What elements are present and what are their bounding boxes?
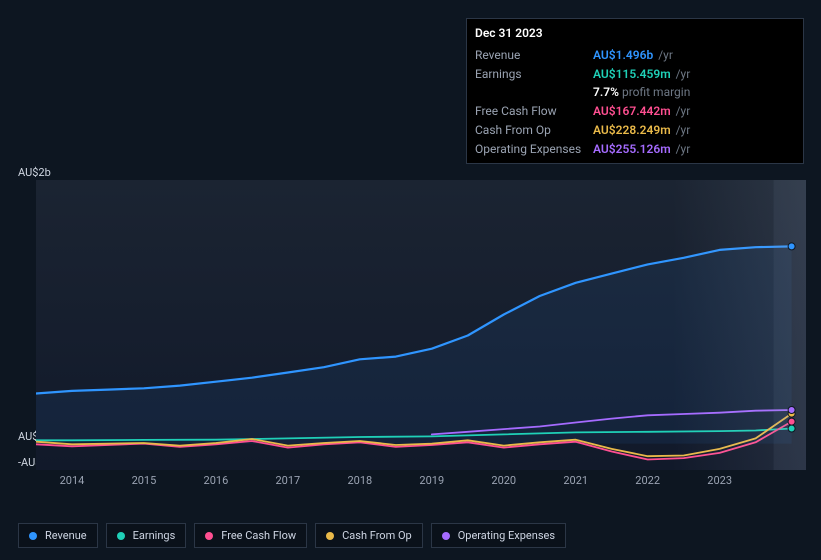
tooltip-row-label: Cash From Op bbox=[475, 121, 593, 140]
legend-label: Free Cash Flow bbox=[221, 529, 296, 542]
legend-item[interactable]: Operating Expenses bbox=[431, 523, 566, 548]
legend-dot-icon bbox=[442, 532, 450, 540]
tooltip-row-label: Earnings bbox=[475, 65, 593, 84]
x-axis-label: 2021 bbox=[563, 474, 588, 487]
legend-label: Operating Expenses bbox=[458, 529, 555, 542]
x-axis-label: 2014 bbox=[60, 474, 85, 487]
plot-svg bbox=[36, 180, 806, 470]
tooltip-date: Dec 31 2023 bbox=[475, 25, 795, 42]
legend-label: Revenue bbox=[45, 529, 87, 542]
tooltip-row: EarningsAU$115.459m /yr bbox=[475, 65, 795, 84]
legend-dot-icon bbox=[326, 532, 334, 540]
tooltip-row-value: AU$167.442m /yr bbox=[593, 102, 795, 121]
reveal-gradient bbox=[672, 180, 806, 470]
legend-dot-icon bbox=[117, 532, 125, 540]
legend-item[interactable]: Revenue bbox=[18, 523, 98, 548]
tooltip-row-value: AU$1.496b /yr bbox=[593, 46, 795, 65]
series-end-dot bbox=[788, 407, 795, 414]
tooltip-row: RevenueAU$1.496b /yr bbox=[475, 46, 795, 65]
legend: Revenue Earnings Free Cash Flow Cash From O… bbox=[18, 523, 566, 548]
x-axis-label: 2018 bbox=[347, 474, 372, 487]
x-axis-label: 2023 bbox=[707, 474, 732, 487]
tooltip-row-label: Revenue bbox=[475, 46, 593, 65]
series-end-dot bbox=[788, 425, 795, 432]
tooltip-row: 7.7% profit margin bbox=[475, 83, 795, 102]
x-axis-label: 2015 bbox=[132, 474, 157, 487]
tooltip-row: Free Cash FlowAU$167.442m /yr bbox=[475, 102, 795, 121]
x-axis-label: 2020 bbox=[491, 474, 516, 487]
legend-item[interactable]: Cash From Op bbox=[315, 523, 423, 548]
legend-label: Earnings bbox=[133, 529, 176, 542]
legend-item[interactable]: Earnings bbox=[106, 523, 187, 548]
tooltip-row-value: 7.7% profit margin bbox=[593, 83, 795, 102]
tooltip-table: RevenueAU$1.496b /yrEarningsAU$115.459m … bbox=[475, 46, 795, 159]
x-axis-label: 2017 bbox=[275, 474, 300, 487]
legend-label: Cash From Op bbox=[342, 529, 412, 542]
tooltip-row-label: Free Cash Flow bbox=[475, 102, 593, 121]
x-axis-label: 2016 bbox=[204, 474, 229, 487]
tooltip-row-value: AU$115.459m /yr bbox=[593, 65, 795, 84]
tooltip-row-label bbox=[475, 83, 593, 102]
financial-history-chart: AU$2bAU$0-AU$200m 2014201520162017201820… bbox=[0, 155, 821, 515]
plot-area[interactable] bbox=[36, 180, 806, 470]
series-end-dot bbox=[788, 243, 795, 250]
legend-dot-icon bbox=[205, 532, 213, 540]
y-axis-label: AU$2b bbox=[18, 166, 51, 179]
x-axis-label: 2022 bbox=[635, 474, 660, 487]
chart-tooltip: Dec 31 2023 RevenueAU$1.496b /yrEarnings… bbox=[466, 18, 804, 164]
legend-dot-icon bbox=[29, 532, 37, 540]
tooltip-row-value: AU$228.249m /yr bbox=[593, 121, 795, 140]
series-end-dot bbox=[788, 418, 795, 425]
legend-item[interactable]: Free Cash Flow bbox=[194, 523, 307, 548]
x-axis-label: 2019 bbox=[419, 474, 444, 487]
tooltip-row: Cash From OpAU$228.249m /yr bbox=[475, 121, 795, 140]
